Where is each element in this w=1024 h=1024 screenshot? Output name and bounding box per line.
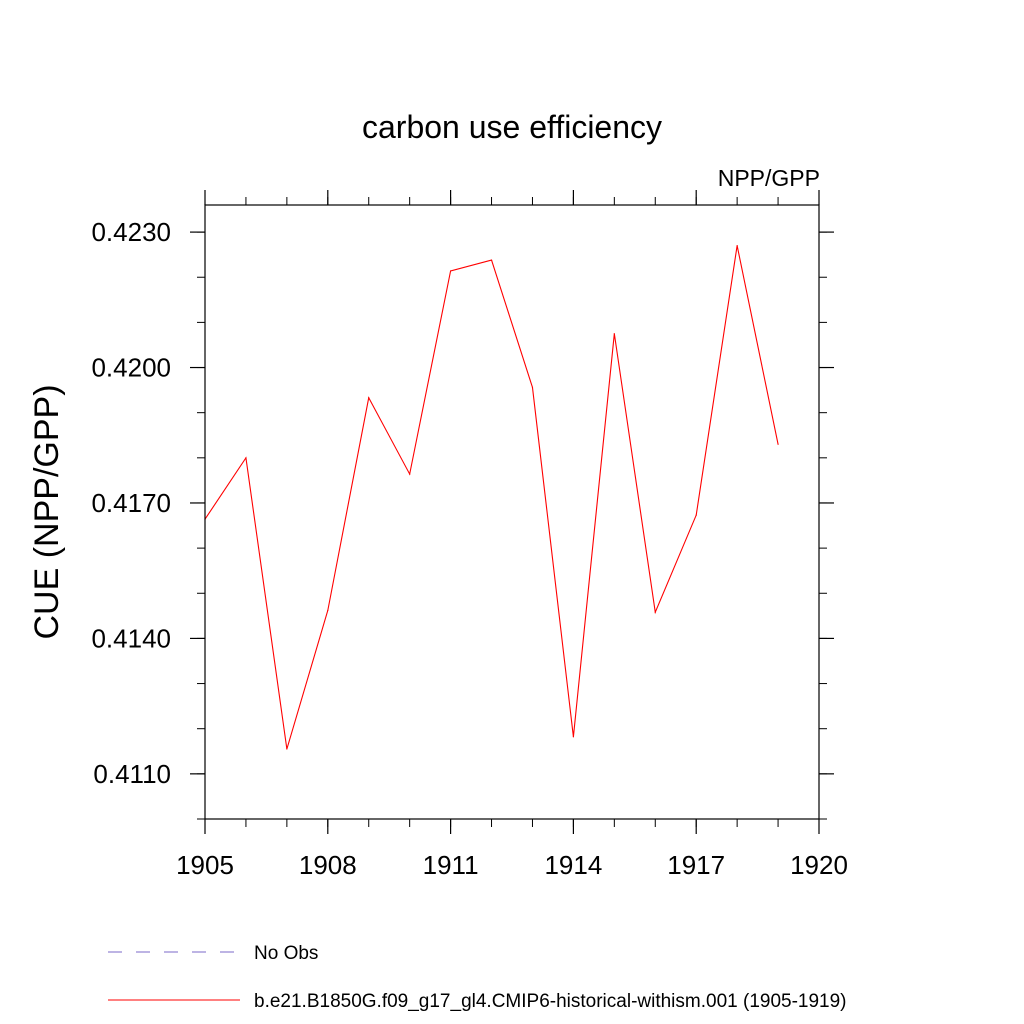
plot-frame [204, 204, 820, 820]
data-point [490, 259, 493, 261]
legend: No Obs b.e21.B1850G.f09_g17_gl4.CMIP6-his… [108, 943, 847, 1012]
data-point [531, 386, 534, 388]
data-point [736, 245, 738, 247]
y-tick-label: 0.4110 [93, 759, 171, 789]
x-tick-label: 1914 [544, 850, 602, 880]
legend-label-1: No Obs [254, 943, 318, 964]
data-point [286, 748, 288, 750]
x-tick-label: 1917 [667, 850, 725, 880]
x-tick-label: 1920 [790, 850, 848, 880]
series-line-0 [204, 245, 779, 750]
y-tick-label: 0.4140 [91, 623, 171, 653]
series-layer [204, 245, 779, 750]
data-point [450, 270, 452, 272]
data-point [613, 333, 615, 335]
data-point [327, 609, 329, 612]
data-point [654, 611, 656, 613]
y-tick-label: 0.4200 [91, 353, 171, 383]
data-point [409, 473, 411, 475]
chart-title: carbon use efficiency [362, 109, 662, 145]
data-point [572, 736, 575, 738]
legend-label-0: b.e21.B1850G.f09_g17_gl4.CMIP6-historica… [254, 991, 847, 1012]
x-tick-label: 1911 [423, 850, 479, 880]
data-point [368, 397, 370, 399]
y-axis-label: CUE (NPP/GPP) [28, 384, 66, 639]
x-axis: 1905 1908 1911 1914 1917 1920 [176, 190, 848, 880]
data-point [245, 457, 247, 459]
data-point [777, 443, 779, 445]
y-tick-label: 0.4170 [91, 488, 171, 518]
x-tick-label: 1905 [176, 850, 234, 880]
y-axis: 0.4110 0.4140 0.4170 0.4200 0.4230 [91, 217, 834, 820]
chart-subtitle: NPP/GPP [718, 165, 820, 191]
data-point [695, 514, 697, 516]
x-tick-label: 1908 [299, 850, 357, 880]
y-tick-label: 0.4230 [91, 217, 171, 247]
